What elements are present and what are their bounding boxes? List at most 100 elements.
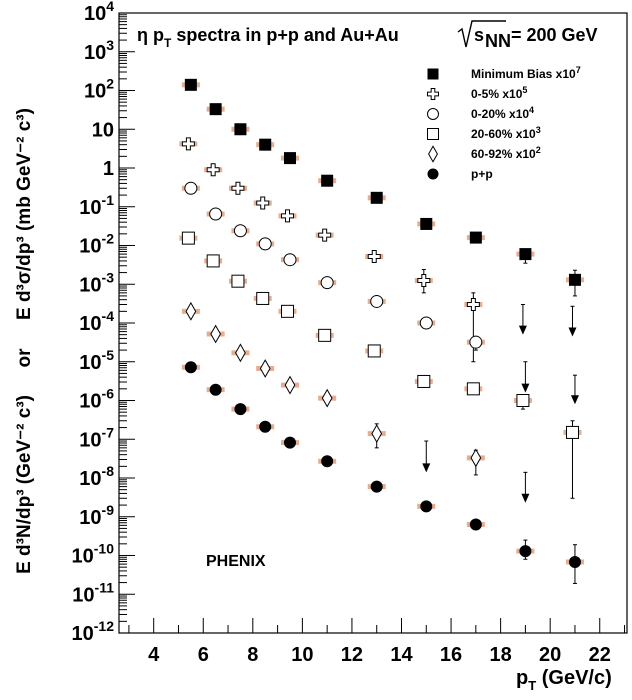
y-axis-label: E d³σ/dp³ (mb GeV⁻² c³) or E d³N/dp³ (Ge… <box>14 108 35 574</box>
x-tick-label: 4 <box>148 644 160 666</box>
chart-title: η pT spectra in p+p and Au+Au <box>137 25 404 50</box>
data-point <box>318 276 337 290</box>
data-point <box>204 163 223 177</box>
title-main: η p <box>137 25 164 45</box>
data-point <box>181 181 200 195</box>
filled-circle-marker <box>420 500 433 513</box>
marker-open-cross <box>427 88 439 100</box>
marker-open-square <box>466 382 480 396</box>
marker-filled-square <box>420 217 433 230</box>
data-point <box>181 361 200 374</box>
open-circle-marker <box>233 224 247 238</box>
title-sub: T <box>164 36 172 50</box>
y-tick-exponent: 4 <box>106 0 114 14</box>
filled-circle-marker <box>234 403 247 416</box>
marker-open-cross <box>256 196 270 210</box>
marker-open-diamond <box>259 359 271 378</box>
open-square-marker <box>256 291 270 305</box>
filled-square-marker <box>234 123 247 136</box>
marker-filled-square <box>469 231 482 244</box>
upper-limit-arrow <box>521 493 530 503</box>
filled-circle-marker <box>321 455 334 468</box>
open-diamond-marker <box>210 324 222 344</box>
title-energy: = 200 GeV <box>506 25 598 45</box>
marker-open-diamond <box>284 375 296 395</box>
open-circle-marker <box>283 253 297 267</box>
y-tick-label: 102 <box>84 76 114 103</box>
filled-square-marker <box>469 231 482 244</box>
data-point <box>318 388 337 408</box>
open-square-marker <box>231 274 245 288</box>
open-square-marker <box>417 374 431 388</box>
marker-open-cross <box>231 181 245 195</box>
marker-filled-circle <box>234 403 247 416</box>
x-tick-label: 8 <box>247 644 258 666</box>
marker-open-square <box>181 231 195 245</box>
title-rest: spectra in p+p and Au+Au <box>171 25 403 45</box>
y-tick-exponent: -12 <box>94 618 114 634</box>
data-point <box>280 375 299 395</box>
x-tick-label: 16 <box>440 644 462 666</box>
open-square-marker <box>367 344 381 358</box>
data-point <box>231 343 250 363</box>
data-point <box>231 224 250 238</box>
marker-open-square <box>206 254 220 268</box>
series-4 <box>181 301 530 503</box>
marker-filled-square <box>427 68 439 80</box>
data-point <box>278 209 297 223</box>
data-point <box>204 254 223 268</box>
marker-filled-square <box>209 103 222 116</box>
y-tick-base: 10 <box>79 197 101 219</box>
marker-open-square <box>256 291 270 305</box>
legend-entry: p+p <box>427 167 493 181</box>
open-cross-marker <box>466 298 480 312</box>
upper-limit-arrow <box>570 395 579 405</box>
open-cross-marker <box>181 137 195 151</box>
marker-open-diamond <box>321 388 333 408</box>
marker-open-cross <box>367 250 381 264</box>
upper-limit-arrow <box>521 383 530 393</box>
y-tick-label: 10-4 <box>79 308 114 335</box>
y-tick-base: 10 <box>79 352 101 374</box>
data-point <box>280 253 299 267</box>
data-point <box>179 137 198 151</box>
y-tick-base: 10 <box>79 468 101 490</box>
marker-open-circle <box>258 237 272 251</box>
y-tick-label: 10-2 <box>79 231 114 258</box>
x-tick-labels: 4 6 8 10 12 14 16 18 20 22 <box>148 644 611 666</box>
marker-open-square <box>516 394 530 407</box>
open-diamond-marker <box>259 359 271 378</box>
data-point <box>181 301 200 321</box>
marker-open-circle <box>233 224 247 238</box>
filled-square-marker <box>259 138 272 151</box>
y-tick-label: 10-5 <box>79 347 114 374</box>
filled-circle-marker <box>370 480 383 493</box>
marker-filled-square <box>519 248 532 261</box>
upper-limit-arrow <box>422 463 431 473</box>
filled-circle-marker <box>427 168 439 180</box>
data-point <box>466 448 485 476</box>
open-square-marker <box>466 382 480 396</box>
legend-label-main: p+p <box>471 167 493 181</box>
data-point <box>565 269 584 297</box>
marker-open-circle <box>419 316 433 330</box>
data-point <box>367 191 386 204</box>
marker-filled-circle <box>184 361 197 374</box>
y-tick-labels: 10410310210110-110-210-310-410-510-610-7… <box>72 0 115 645</box>
data-layer <box>179 78 584 584</box>
legend-entry: Minimum Bias x107 <box>427 65 581 81</box>
open-diamond-marker <box>470 448 482 468</box>
marker-open-diamond <box>428 145 438 163</box>
open-cross-marker <box>318 228 332 242</box>
data-point <box>466 231 485 244</box>
marker-open-square <box>417 374 431 388</box>
marker-open-diamond <box>210 324 222 344</box>
data-point <box>253 196 272 210</box>
filled-square-marker <box>283 152 296 165</box>
marker-filled-circle <box>568 555 581 568</box>
marker-filled-circle <box>209 383 222 396</box>
marker-filled-circle <box>519 545 532 558</box>
marker-open-square <box>231 274 245 288</box>
x-tick-label: 22 <box>589 644 611 666</box>
legend-label: Minimum Bias x107 <box>471 65 581 81</box>
